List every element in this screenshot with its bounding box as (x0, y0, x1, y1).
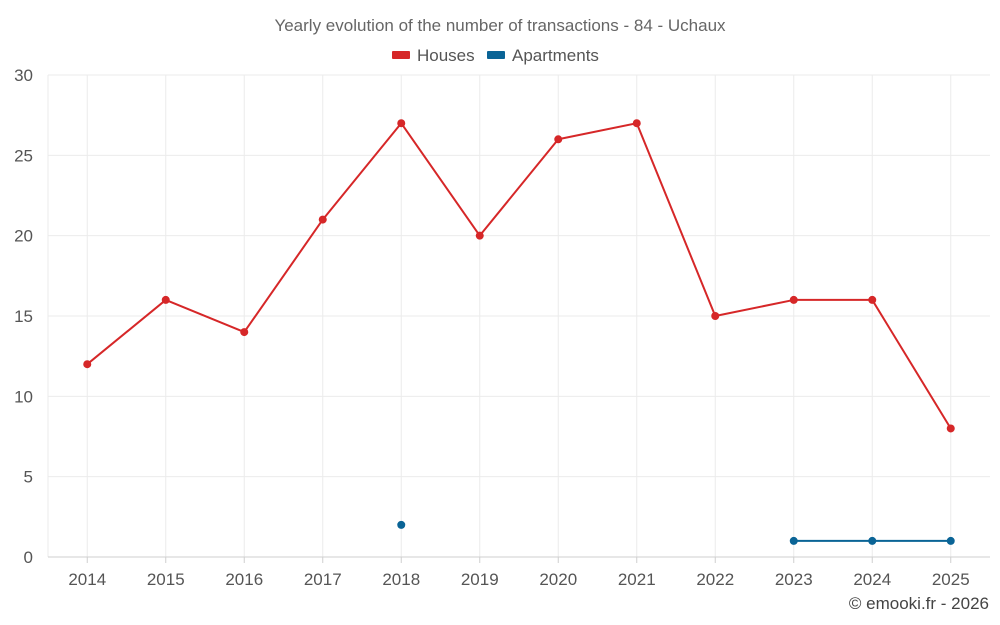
x-tick-label: 2017 (304, 570, 342, 589)
series-line-houses (86, 122, 952, 429)
legend-swatch-apartments[interactable] (487, 51, 505, 59)
x-tick-label: 2019 (461, 570, 499, 589)
x-tick-label: 2015 (147, 570, 185, 589)
legend-label-apartments[interactable]: Apartments (512, 46, 599, 65)
chart-title: Yearly evolution of the number of transa… (274, 16, 726, 35)
data-point-houses[interactable] (83, 360, 92, 369)
y-tick-label: 0 (24, 548, 33, 567)
data-point-apartments[interactable] (868, 536, 877, 545)
y-tick-label: 10 (14, 387, 33, 406)
data-point-houses[interactable] (475, 231, 484, 240)
y-tick-label: 25 (14, 146, 33, 165)
data-point-apartments[interactable] (397, 520, 406, 529)
legend: Houses Apartments (392, 46, 599, 65)
y-tick-label: 15 (14, 307, 33, 326)
y-tick-label: 5 (24, 468, 33, 487)
x-tick-label: 2021 (618, 570, 656, 589)
data-point-houses[interactable] (161, 295, 170, 304)
data-point-houses[interactable] (632, 119, 641, 128)
legend-label-houses[interactable]: Houses (417, 46, 475, 65)
x-tick-label: 2016 (225, 570, 263, 589)
data-point-apartments[interactable] (789, 536, 798, 545)
credit-text: © emooki.fr - 2026 (849, 594, 989, 613)
data-point-houses[interactable] (397, 119, 406, 128)
data-point-houses[interactable] (554, 135, 563, 144)
data-point-houses[interactable] (240, 328, 249, 337)
x-tick-label: 2018 (382, 570, 420, 589)
x-tick-label: 2023 (775, 570, 813, 589)
x-tick-label: 2022 (696, 570, 734, 589)
x-tick-label: 2020 (539, 570, 577, 589)
data-point-apartments[interactable] (946, 536, 955, 545)
x-tick-label: 2014 (68, 570, 106, 589)
series-layer (83, 119, 955, 545)
x-tick-label: 2024 (853, 570, 891, 589)
gridlines (47, 74, 990, 557)
y-tick-label: 30 (14, 66, 33, 85)
y-tick-label: 20 (14, 227, 33, 246)
x-tick-label: 2025 (932, 570, 970, 589)
data-point-houses[interactable] (789, 295, 798, 304)
legend-swatch-houses[interactable] (392, 51, 410, 59)
data-point-houses[interactable] (946, 424, 955, 433)
data-point-houses[interactable] (318, 215, 327, 224)
data-point-houses[interactable] (868, 295, 877, 304)
data-point-houses[interactable] (711, 312, 720, 320)
